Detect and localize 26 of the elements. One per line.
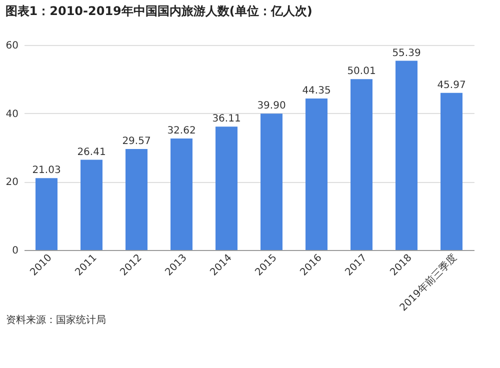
bar — [80, 160, 102, 250]
bar — [396, 60, 418, 250]
data-label: 44.35 — [302, 85, 331, 96]
bar — [126, 148, 148, 250]
data-label: 21.03 — [32, 165, 61, 176]
bar — [216, 126, 238, 250]
data-label: 39.90 — [257, 100, 286, 112]
y-tick-label: 0 — [12, 246, 18, 256]
bar — [350, 79, 372, 250]
data-label: 32.62 — [167, 126, 196, 137]
bar — [36, 178, 58, 250]
bar — [440, 92, 462, 250]
text: 资料来源：国家统计局 — [5, 314, 107, 327]
y-tick-label: 60 — [6, 40, 18, 52]
bar — [306, 98, 328, 250]
y-tick-label: 20 — [6, 177, 18, 188]
y-tick-label: 40 — [6, 108, 18, 120]
data-label: 55.39 — [392, 48, 421, 59]
data-label: 26.41 — [77, 146, 106, 158]
data-label: 36.11 — [212, 114, 241, 125]
bar — [170, 138, 192, 250]
data-label: 50.01 — [347, 66, 376, 78]
data-label: 29.57 — [122, 136, 151, 147]
data-label: 45.97 — [437, 80, 466, 91]
chart-title: 图表1：2010-2019年中国国内旅游人数(单位：亿人次) — [5, 4, 312, 18]
bar — [260, 114, 282, 250]
